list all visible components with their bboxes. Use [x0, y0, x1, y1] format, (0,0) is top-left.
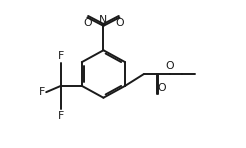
- Text: O: O: [115, 18, 124, 28]
- Text: F: F: [58, 51, 64, 61]
- Text: F: F: [58, 111, 64, 121]
- Text: O: O: [157, 83, 166, 93]
- Text: N: N: [99, 15, 108, 25]
- Text: F: F: [39, 87, 45, 97]
- Text: O: O: [83, 18, 92, 28]
- Text: O: O: [166, 61, 174, 71]
